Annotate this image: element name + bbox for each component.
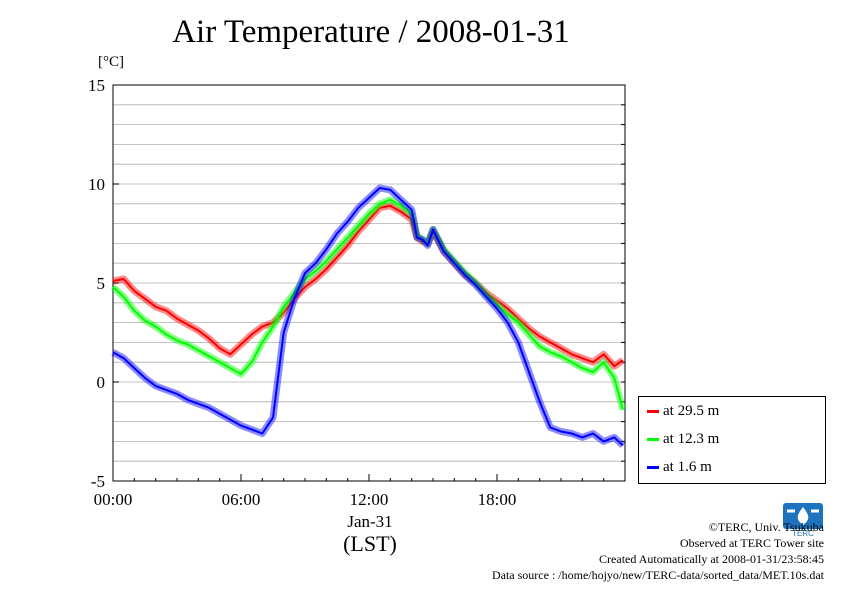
credit-created: Created Automatically at 2008-01-31/23:5… xyxy=(599,552,824,566)
legend-swatch xyxy=(647,410,659,414)
x-tick-label: 00:00 xyxy=(94,490,133,509)
x-timezone-label: (LST) xyxy=(343,531,397,556)
y-tick-label: 5 xyxy=(97,274,106,293)
legend-label: at 1.6 m xyxy=(663,459,712,475)
x-tick-label: 18:00 xyxy=(478,490,517,509)
credits-block: ©TERC, Univ. Tsukuba Observed at TERC To… xyxy=(492,519,824,583)
legend: at 29.5 m at 12.3 m at 1.6 m xyxy=(638,396,826,484)
legend-label: at 29.5 m xyxy=(663,403,720,419)
legend-item-12-3m: at 12.3 m xyxy=(647,431,719,448)
series-line-0 xyxy=(112,204,624,368)
series-line-2 xyxy=(112,187,624,447)
y-unit-label: [°C] xyxy=(98,54,124,70)
y-tick-label: 15 xyxy=(88,76,105,95)
legend-swatch xyxy=(647,438,659,442)
y-tick-label: -5 xyxy=(91,472,105,491)
terc-logo-icon: TERC xyxy=(783,503,823,537)
series-band-1 xyxy=(110,196,627,411)
series-line-1 xyxy=(112,198,624,410)
series-band-2 xyxy=(111,184,626,448)
x-tick-label: 12:00 xyxy=(350,490,389,509)
credit-source: Data source : /home/hojyo/new/TERC-data/… xyxy=(491,568,824,582)
legend-item-1-6m: at 1.6 m xyxy=(647,459,712,476)
logo-text: TERC xyxy=(792,529,814,537)
x-date-label: Jan-31 xyxy=(347,512,393,531)
legend-swatch xyxy=(647,466,659,470)
credit-site: Observed at TERC Tower site xyxy=(679,536,824,550)
chart-title: Air Temperature / 2008-01-31 xyxy=(172,14,570,50)
y-tick-label: 0 xyxy=(97,373,106,392)
credit-copyright: ©TERC, Univ. Tsukuba xyxy=(708,520,824,534)
legend-item-29-5m: at 29.5 m xyxy=(647,403,719,420)
legend-label: at 12.3 m xyxy=(663,431,720,447)
y-tick-label: 10 xyxy=(88,175,105,194)
x-tick-label: 06:00 xyxy=(222,490,261,509)
